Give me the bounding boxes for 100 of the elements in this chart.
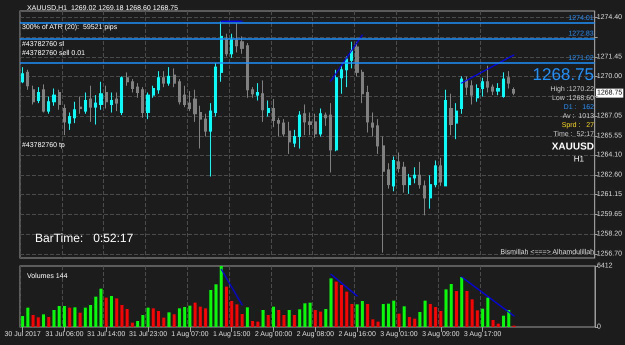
candlestick	[204, 113, 207, 138]
candlestick	[251, 86, 254, 98]
candlestick	[449, 93, 453, 136]
bar	[496, 324, 500, 327]
candlestick	[340, 65, 343, 94]
bar	[314, 310, 317, 327]
bar	[492, 320, 495, 327]
bar	[324, 309, 328, 327]
bar	[136, 320, 140, 327]
bar	[392, 300, 396, 327]
bar	[194, 302, 197, 327]
candlestick	[183, 85, 186, 108]
candlestick	[444, 89, 447, 186]
candlestick	[460, 76, 463, 114]
bar	[42, 314, 46, 327]
bar	[240, 314, 244, 327]
bar	[100, 288, 103, 327]
candlestick	[465, 76, 468, 96]
candlestick	[413, 166, 416, 184]
bar	[481, 308, 484, 327]
bar	[460, 277, 464, 327]
bar	[387, 304, 390, 327]
candlestick	[173, 68, 176, 88]
bar	[110, 296, 113, 327]
candlestick	[502, 72, 505, 98]
bar	[371, 319, 374, 327]
bar	[68, 308, 72, 327]
candlestick	[52, 88, 56, 106]
candlestick	[361, 69, 364, 104]
bar	[183, 307, 186, 327]
candlestick	[314, 113, 317, 138]
bar	[78, 312, 82, 327]
candlestick	[120, 76, 123, 116]
bar	[157, 311, 160, 327]
bar	[277, 310, 280, 327]
bar	[444, 289, 448, 327]
bar	[319, 312, 322, 327]
candlestick	[298, 110, 301, 150]
candlestick	[423, 180, 426, 216]
bar	[502, 316, 506, 327]
candlestick	[42, 84, 45, 113]
bar	[84, 308, 87, 327]
candlestick	[355, 41, 359, 77]
bar	[152, 308, 155, 327]
candlestick	[329, 102, 332, 174]
bar	[340, 285, 343, 327]
bar	[32, 315, 35, 327]
bar	[428, 304, 432, 327]
bar	[266, 315, 270, 327]
candlestick	[507, 70, 510, 89]
bar	[104, 298, 108, 327]
bar	[230, 301, 234, 327]
candlestick	[402, 161, 406, 194]
candlestick	[366, 85, 369, 133]
candlestick	[256, 82, 259, 101]
candlestick	[162, 70, 165, 88]
bar	[376, 322, 380, 327]
bar	[288, 310, 291, 327]
bar	[507, 310, 510, 327]
candlestick	[293, 129, 296, 148]
candlestick	[68, 112, 71, 130]
bar	[115, 298, 118, 327]
bar	[366, 304, 370, 327]
candlestick	[225, 33, 228, 57]
bar	[454, 291, 458, 327]
candlestick	[240, 36, 244, 54]
candlestick	[429, 174, 432, 210]
bar	[345, 292, 348, 327]
candlestick	[455, 102, 458, 140]
bar	[235, 304, 238, 327]
candlestick	[476, 84, 479, 102]
candlestick	[47, 96, 50, 114]
candlestick	[486, 65, 489, 93]
candlestick	[418, 161, 421, 190]
bar	[224, 286, 228, 327]
candlestick	[152, 85, 155, 98]
bar	[418, 312, 422, 327]
bar	[172, 314, 176, 327]
candlestick	[376, 118, 379, 154]
bar	[209, 290, 212, 327]
annotation: H1	[574, 154, 585, 164]
bar	[188, 306, 192, 327]
bar	[439, 311, 442, 327]
candlestick	[73, 101, 76, 124]
candlestick	[261, 80, 264, 122]
bar	[36, 317, 40, 327]
candlestick	[188, 90, 191, 112]
candlestick	[324, 112, 327, 126]
bar	[330, 278, 333, 327]
bar	[58, 306, 61, 327]
bar	[360, 301, 364, 327]
candlestick	[63, 104, 66, 136]
bar	[167, 312, 170, 327]
bar	[89, 304, 92, 327]
candlestick	[272, 98, 275, 128]
bar	[21, 316, 24, 327]
candlestick	[277, 117, 280, 138]
bar	[178, 308, 181, 327]
candlestick	[199, 105, 202, 150]
bar	[356, 304, 359, 327]
